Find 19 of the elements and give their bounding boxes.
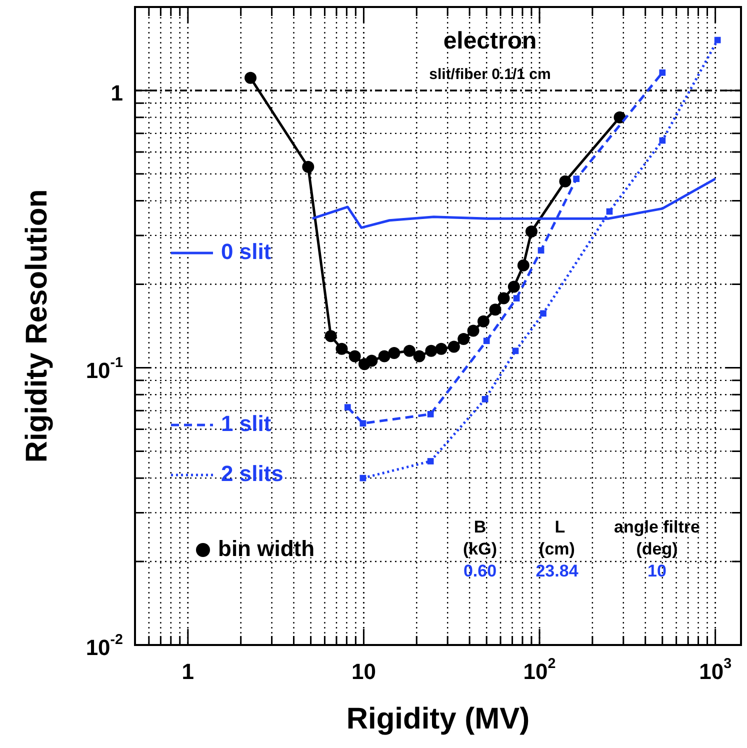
annotation: B	[474, 518, 486, 537]
legend-label: 0 slit	[221, 239, 272, 264]
annotation: L	[554, 518, 566, 537]
x-axis-title: Rigidity (MV)	[346, 702, 530, 736]
annotation: angle filtre	[614, 518, 700, 537]
annotation: 0.60	[463, 562, 497, 581]
annotation: (kG)	[463, 540, 497, 559]
annotation: 23.84	[536, 562, 579, 581]
legend-label: 1 slit	[221, 411, 272, 436]
annotation: 10	[648, 562, 666, 581]
y-tick-label: 1	[110, 80, 124, 106]
legend-label: 2 slits	[221, 461, 284, 486]
annotation: (cm)	[539, 540, 575, 559]
annotation: electron	[443, 28, 537, 55]
y-axis-title: Rigidity Resolution	[20, 189, 54, 463]
annotation: (deg)	[636, 540, 678, 559]
x-tick-label: 1	[182, 659, 194, 684]
legend-label: bin width	[218, 536, 315, 562]
x-tick-label: 10	[351, 659, 376, 684]
